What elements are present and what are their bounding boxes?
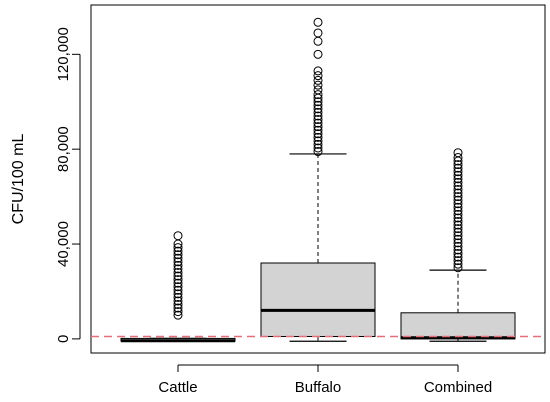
outlier-point	[313, 115, 323, 125]
boxes-layer	[120, 17, 516, 343]
outlier-point	[313, 28, 323, 38]
outlier-point	[313, 143, 323, 153]
outlier-point	[173, 307, 183, 317]
outlier-point	[173, 231, 183, 241]
outlier-point	[453, 217, 463, 226]
outlier-point	[313, 107, 323, 117]
outlier-point	[453, 148, 463, 158]
outlier-point	[453, 227, 463, 237]
outlier-point	[453, 177, 463, 187]
outlier-point	[453, 252, 463, 262]
outlier-point	[173, 289, 183, 299]
x-tick-label: Combined	[424, 379, 492, 396]
outlier-point	[313, 136, 323, 146]
outlier-point	[313, 132, 323, 142]
box-buffalo	[260, 17, 376, 342]
iqr-box	[260, 262, 376, 338]
outlier-point	[453, 256, 463, 266]
outlier-point	[453, 199, 463, 209]
outlier-point	[313, 122, 323, 132]
outlier-point	[453, 241, 463, 251]
outlier-point	[173, 260, 183, 270]
outlier-point	[453, 188, 463, 198]
outlier-point	[173, 292, 183, 302]
outlier-point	[173, 300, 183, 309]
outlier-point	[453, 220, 463, 230]
outlier-point	[313, 147, 323, 157]
y-tick-label: 120,000	[55, 27, 72, 81]
box-combined	[400, 148, 516, 342]
outlier-point	[173, 257, 183, 267]
outlier-point	[453, 209, 463, 219]
outlier-point	[453, 192, 463, 202]
outlier-point	[313, 139, 323, 149]
outlier-point	[173, 243, 183, 253]
outlier-point	[313, 71, 323, 81]
y-tick-label: 40,000	[55, 221, 72, 267]
outlier-point	[453, 195, 463, 205]
y-tick-label: 80,000	[55, 126, 72, 172]
x-axis: Cattle Buffalo Combined	[158, 364, 492, 396]
outlier-point	[453, 163, 463, 173]
y-tick-label: 0	[55, 335, 72, 343]
outlier-point	[173, 285, 183, 295]
outlier-point	[453, 234, 463, 244]
outlier-point	[313, 90, 323, 100]
outlier-point	[173, 253, 183, 263]
outlier-point	[173, 267, 183, 277]
iqr-box	[400, 312, 516, 340]
outlier-point	[173, 264, 183, 274]
outlier-point	[453, 259, 463, 269]
outlier-point	[313, 75, 323, 85]
outlier-point	[313, 111, 323, 121]
outlier-point	[173, 246, 183, 256]
outlier-point	[313, 66, 323, 76]
outlier-point	[313, 17, 323, 27]
outlier-point	[173, 282, 183, 292]
outlier-point	[173, 303, 183, 313]
outlier-point	[313, 80, 323, 90]
outlier-point	[453, 224, 463, 234]
outlier-point	[313, 85, 323, 95]
outlier-point	[453, 160, 463, 170]
outlier-point	[453, 167, 463, 177]
outlier-point	[453, 152, 463, 162]
outlier-point	[313, 104, 323, 114]
x-tick-label: Buffalo	[295, 379, 341, 396]
outlier-point	[313, 118, 323, 128]
outlier-point	[173, 250, 183, 260]
outlier-point	[453, 206, 463, 216]
y-axis-title: CFU/100 mL	[10, 134, 27, 225]
outlier-point	[453, 231, 463, 241]
outlier-point	[313, 49, 323, 59]
outlier-point	[173, 296, 183, 306]
outlier-point	[453, 184, 463, 194]
outlier-point	[453, 174, 463, 184]
box-cattle	[120, 231, 236, 343]
outlier-point	[453, 202, 463, 212]
outlier-point	[173, 278, 183, 288]
plot-frame	[90, 4, 546, 354]
outlier-point	[453, 213, 463, 223]
x-tick-label: Cattle	[158, 379, 197, 396]
outlier-point	[313, 129, 323, 139]
outlier-point	[313, 36, 323, 46]
outlier-point	[313, 125, 323, 135]
outlier-point	[313, 97, 323, 107]
outlier-point	[453, 249, 463, 259]
outlier-point	[173, 275, 183, 285]
outlier-point	[453, 238, 463, 248]
outlier-point	[453, 181, 463, 191]
outlier-point	[453, 170, 463, 180]
outlier-point	[453, 245, 463, 255]
outlier-point	[173, 310, 183, 320]
outlier-point	[453, 263, 463, 273]
outlier-point	[313, 100, 323, 110]
y-axis: 0 40,000 80,000 120,000	[55, 27, 81, 343]
outlier-point	[173, 271, 183, 281]
